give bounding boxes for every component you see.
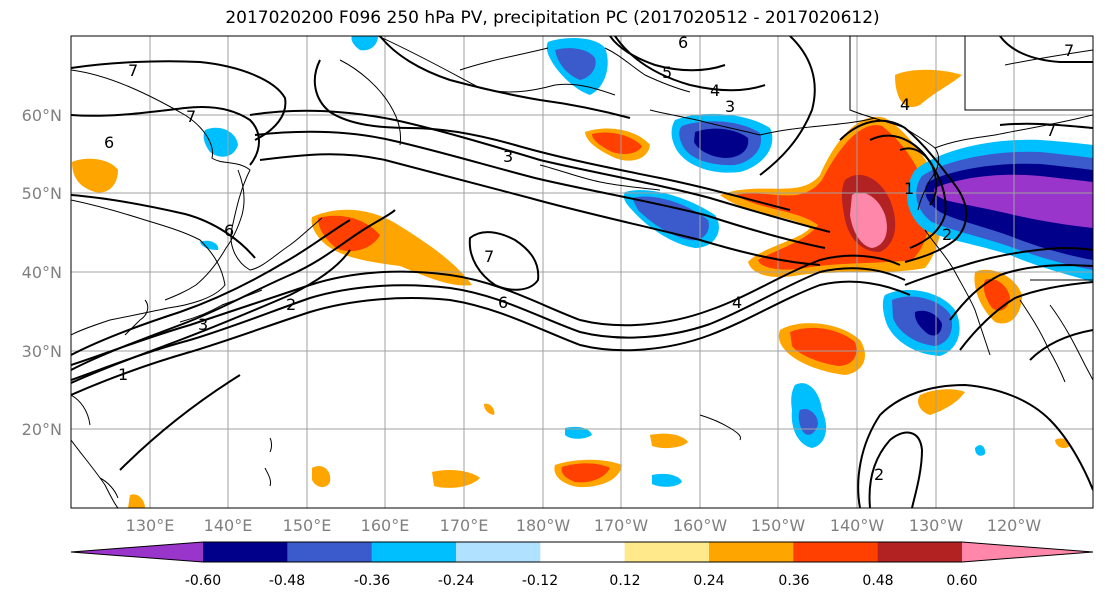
- contour-label: 4: [900, 95, 910, 114]
- lon-label: 150°E: [283, 516, 332, 535]
- colorbar-segment: [709, 542, 794, 562]
- contour-label: 6: [678, 33, 688, 52]
- colorbar-tick-label: 0.24: [693, 573, 724, 589]
- lon-label: 130°E: [126, 516, 175, 535]
- lon-label: 180°W: [516, 516, 571, 535]
- pv-contours: [71, 36, 1093, 508]
- lon-label: 150°W: [751, 516, 806, 535]
- lon-label: 140°W: [830, 516, 885, 535]
- colorbar-segment: [371, 542, 457, 562]
- contour-label: 7: [484, 247, 494, 266]
- colorbar-segment: [203, 542, 288, 562]
- lat-label: 60°N: [22, 106, 62, 125]
- contour-label: 4: [710, 81, 720, 100]
- lat-label: 50°N: [22, 184, 62, 203]
- contour-label: 6: [224, 221, 234, 240]
- colorbar-segment: [624, 542, 710, 562]
- colorbar-tick-label: 0.60: [946, 573, 977, 589]
- colorbar-outline: [70, 541, 1094, 563]
- colorbar-tick-label: 0.12: [609, 573, 640, 589]
- colorbar: [70, 541, 1094, 563]
- lon-label: 120°W: [987, 516, 1042, 535]
- colorbar-tick-label: -0.60: [185, 573, 221, 589]
- coastlines: [71, 36, 1093, 508]
- precip-anomaly-fill: [72, 36, 1093, 508]
- contour-label: 7: [186, 107, 196, 126]
- colorbar-segment: [456, 542, 541, 562]
- contour-label: 5: [662, 63, 672, 82]
- contour-label: 2: [874, 465, 884, 484]
- contour-label: 3: [198, 315, 208, 334]
- contour-labels: 7 6 7 3 2 1 6 5 4 3 3 7 6 4 4 7 1 2 7 6 …: [104, 33, 1074, 484]
- colorbar-segment: [793, 542, 879, 562]
- lon-label: 160°E: [361, 516, 410, 535]
- colorbar-tick-label: 0.48: [862, 573, 893, 589]
- lon-label: 130°W: [909, 516, 964, 535]
- colorbar-tick-label: -0.24: [438, 573, 474, 589]
- contour-label: 6: [104, 133, 114, 152]
- colorbar-tick-label: -0.36: [354, 573, 390, 589]
- colorbar-segment: [71, 542, 203, 562]
- colorbar-tick-label: -0.48: [269, 573, 305, 589]
- lon-label: 170°E: [440, 516, 489, 535]
- contour-label: 3: [725, 97, 735, 116]
- contour-label: 2: [286, 295, 296, 314]
- colorbar-segment: [962, 542, 1093, 562]
- colorbar-segment: [877, 542, 963, 562]
- graticule: [71, 36, 1093, 508]
- lat-label: 40°N: [22, 263, 62, 282]
- lat-label: 20°N: [22, 420, 62, 439]
- lon-label: 170°W: [594, 516, 649, 535]
- contour-label: 1: [904, 179, 914, 198]
- contour-label: 7: [1046, 121, 1056, 140]
- colorbar-segment: [540, 542, 626, 562]
- contour-label: 4: [732, 293, 742, 312]
- contour-label: 2: [942, 225, 952, 244]
- lon-label: 160°W: [673, 516, 728, 535]
- contour-label: 6: [498, 293, 508, 312]
- contour-label: 1: [118, 365, 128, 384]
- map-title: 2017020200 F096 250 hPa PV, precipitatio…: [225, 8, 880, 28]
- lon-label: 140°E: [204, 516, 253, 535]
- latitude-labels: 60°N 50°N 40°N 30°N 20°N: [22, 106, 62, 439]
- longitude-labels: 130°E 140°E 150°E 160°E 170°E 180°W 170°…: [126, 516, 1042, 535]
- contour-label: 7: [128, 61, 138, 80]
- map-frame: [70, 35, 1094, 509]
- colorbar-tick-label: 0.36: [778, 573, 809, 589]
- contour-label: 7: [1064, 41, 1074, 60]
- colorbar-segment: [287, 542, 373, 562]
- contour-label: 3: [503, 147, 513, 166]
- lat-label: 30°N: [22, 342, 62, 361]
- colorbar-ticks: -0.60 -0.48 -0.36 -0.24 -0.12 0.12 0.24 …: [185, 573, 978, 589]
- colorbar-tick-label: -0.12: [522, 573, 558, 589]
